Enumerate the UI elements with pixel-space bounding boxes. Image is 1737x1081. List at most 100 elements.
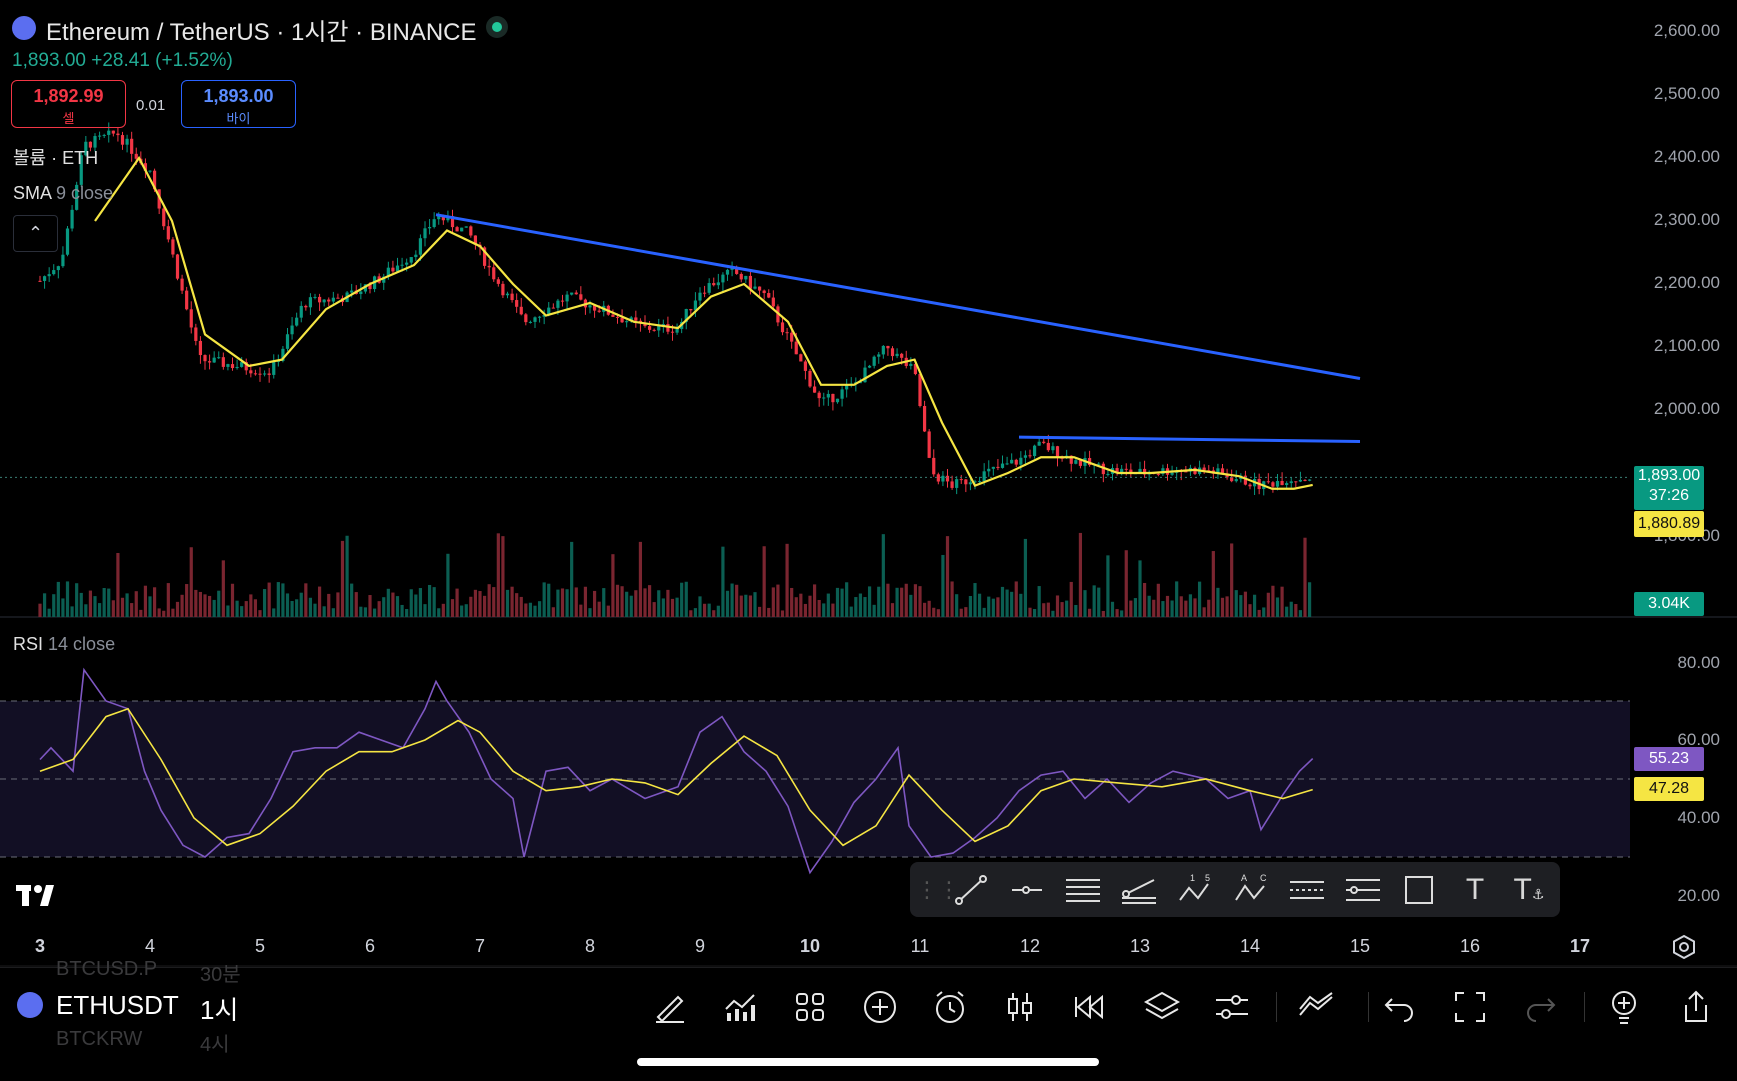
- volume-bar: [867, 586, 872, 617]
- alert-clock-icon[interactable]: [928, 985, 972, 1029]
- volume-bar: [460, 605, 464, 617]
- candle-body: [744, 275, 748, 280]
- fib-retracement-icon[interactable]: [1120, 872, 1158, 908]
- indicators-icon[interactable]: [718, 985, 762, 1029]
- volume-bar: [437, 608, 441, 617]
- fullscreen-icon[interactable]: [1448, 985, 1492, 1029]
- volume-bar: [253, 599, 258, 617]
- volume-bar: [226, 605, 230, 617]
- chart-title[interactable]: Ethereum / TetherUS · 1시간 · BINANCE: [46, 19, 477, 46]
- price-range-icon[interactable]: [1344, 872, 1382, 908]
- candle-body: [382, 276, 386, 283]
- volume-bar: [166, 583, 170, 617]
- volume-bar: [1129, 600, 1133, 617]
- candle-body: [588, 305, 592, 308]
- replay-rewind-icon[interactable]: [1068, 985, 1112, 1029]
- chart-settings-icon[interactable]: [1671, 934, 1697, 960]
- bar-countdown: 37:26: [1648, 487, 1690, 504]
- drawing-pencil-icon[interactable]: [648, 985, 692, 1029]
- symbol-selector[interactable]: ETHUSDT: [56, 990, 179, 1020]
- volume-bar: [1133, 598, 1138, 617]
- volume-indicator-label[interactable]: 볼륨 · ETH: [13, 148, 99, 168]
- candle-body: [1074, 460, 1078, 464]
- sma-indicator-label[interactable]: SMA 9 close: [13, 183, 113, 204]
- add-plus-icon[interactable]: [858, 985, 902, 1029]
- horizontal-ray-icon[interactable]: [1008, 872, 1046, 908]
- candle-body: [831, 393, 835, 403]
- volume-bar: [395, 596, 400, 617]
- candle-body: [528, 321, 533, 323]
- volume-bar: [716, 605, 720, 617]
- volume-bar: [762, 546, 766, 617]
- candle-body: [757, 286, 762, 291]
- candle-body: [1000, 463, 1005, 468]
- candle-body: [922, 406, 927, 432]
- volume-bar: [1289, 601, 1293, 617]
- volume-bar: [382, 597, 386, 617]
- volume-bar: [895, 587, 899, 617]
- volume-bar: [1262, 607, 1266, 617]
- text-icon[interactable]: T: [1465, 873, 1485, 906]
- ideas-lightbulb-icon[interactable]: [1602, 985, 1646, 1029]
- volume-bar: [336, 592, 340, 617]
- settings-sliders-icon[interactable]: [1210, 985, 1254, 1029]
- tradingview-logo-icon[interactable]: [16, 882, 64, 908]
- buy-price: 1,893.00: [203, 86, 274, 106]
- volume-bar: [405, 608, 409, 617]
- anchored-text-icon[interactable]: T⚓: [1513, 873, 1545, 906]
- candle-body: [267, 373, 271, 375]
- candle-body: [1156, 473, 1160, 475]
- volume-bar: [152, 587, 157, 617]
- trend-line-icon[interactable]: [952, 872, 990, 908]
- candle-body: [189, 309, 193, 328]
- rsi-axis-label: 80.00: [1677, 653, 1720, 672]
- sell-button[interactable]: 1,892.99 셀: [11, 80, 126, 128]
- parallel-channel-icon[interactable]: [1064, 872, 1102, 908]
- timeframe-selector[interactable]: 1시: [200, 995, 239, 1025]
- rectangle-icon[interactable]: [1400, 872, 1438, 908]
- time-axis-label: 13: [1129, 936, 1151, 956]
- candle-body: [881, 345, 885, 355]
- volume-bar: [712, 610, 716, 617]
- volume-bar: [368, 595, 372, 617]
- volume-bar: [42, 593, 47, 617]
- undo-icon[interactable]: [1378, 985, 1422, 1029]
- volume-bar: [579, 604, 583, 617]
- volume-bar: [363, 607, 368, 617]
- candle-body: [900, 353, 904, 358]
- candle-body: [207, 361, 212, 363]
- candle-body: [75, 184, 79, 210]
- date-range-icon[interactable]: [1288, 872, 1326, 908]
- share-icon[interactable]: [1674, 985, 1718, 1029]
- candle-body: [217, 357, 221, 359]
- volume-bar: [1234, 590, 1238, 617]
- layers-icon[interactable]: [1140, 985, 1184, 1029]
- chart-type-candles-icon[interactable]: [998, 985, 1042, 1029]
- volume-bar: [757, 606, 762, 617]
- rsi-indicator-label[interactable]: RSI 14 close: [13, 634, 115, 655]
- candle-body: [1307, 479, 1312, 481]
- volume-bar: [1161, 601, 1165, 617]
- layouts-grid-icon[interactable]: [788, 985, 832, 1029]
- volume-bar: [574, 587, 578, 617]
- collapse-indicators-button[interactable]: ⌃: [13, 215, 58, 252]
- ethereum-logo-icon: [12, 16, 36, 40]
- candle-body: [955, 479, 959, 488]
- volume-bar: [1298, 610, 1303, 617]
- drag-handle-icon[interactable]: ⋮⋮: [916, 877, 960, 902]
- candle-body: [515, 300, 519, 307]
- candle-body: [716, 282, 720, 286]
- buy-button[interactable]: 1,893.00 바이: [181, 80, 296, 128]
- candle-body: [1220, 468, 1225, 474]
- candle-body: [762, 290, 766, 294]
- volume-bar: [79, 592, 83, 617]
- chevron-up-icon: ⌃: [27, 223, 44, 243]
- redo-icon[interactable]: [1518, 985, 1562, 1029]
- volume-bar: [1294, 604, 1298, 617]
- price-axis-label: 2,600.00: [1653, 21, 1720, 40]
- compare-wave-icon[interactable]: [1294, 985, 1338, 1029]
